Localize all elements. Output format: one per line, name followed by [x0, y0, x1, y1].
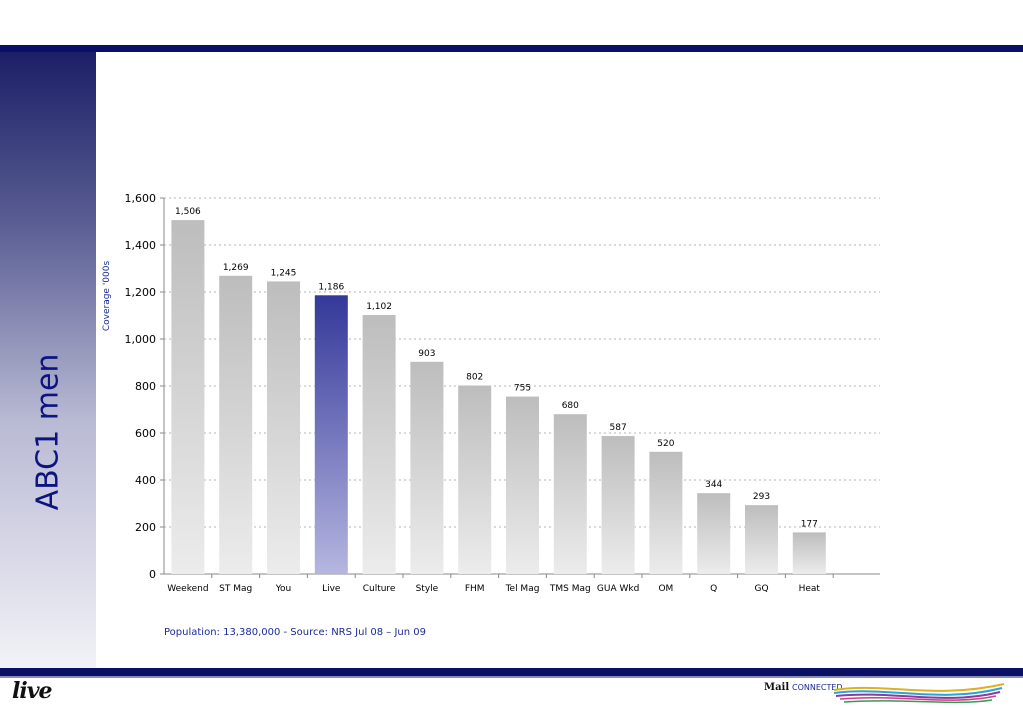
data-label: 587: [610, 423, 627, 433]
y-tick-label: 1,200: [125, 286, 157, 299]
mail-connected-logo: Mail CONNECTED: [764, 680, 1014, 706]
bar: [171, 220, 205, 574]
top-rule: [0, 45, 1023, 52]
data-label: 903: [418, 349, 435, 359]
y-tick-label: 1,000: [125, 333, 157, 346]
data-label: 680: [562, 401, 579, 411]
data-label: 1,506: [175, 207, 201, 217]
y-tick-label: 1,600: [125, 192, 157, 205]
x-tick-label: Culture: [363, 584, 396, 594]
data-label: 1,245: [271, 268, 297, 278]
bar: [410, 361, 444, 574]
x-tick-label: Style: [416, 584, 439, 594]
x-tick-label: GQ: [754, 584, 768, 594]
connected-logo-word: CONNECTED: [792, 683, 843, 692]
x-tick-label: Tel Mag: [505, 584, 540, 594]
bar: [458, 385, 492, 574]
x-tick-label: Weekend: [167, 584, 208, 594]
bar: [362, 315, 396, 574]
side-panel: ABC1 men: [0, 52, 96, 668]
x-tick-label: Live: [322, 584, 341, 594]
y-tick-label: 800: [135, 380, 156, 393]
bar: [601, 436, 635, 574]
x-tick-label: GUA Wkd: [597, 584, 639, 594]
bar: [792, 532, 826, 574]
data-label: 1,102: [366, 302, 392, 312]
footnote: Population: 13,380,000 - Source: NRS Jul…: [164, 627, 427, 638]
x-tick-label: ST Mag: [219, 584, 252, 594]
bar: [553, 414, 587, 574]
bar: [314, 295, 348, 574]
data-label: 1,269: [223, 263, 249, 273]
bar: [219, 275, 253, 574]
y-tick-label: 400: [135, 474, 156, 487]
live-logo: live: [12, 678, 52, 704]
data-label: 177: [801, 519, 818, 529]
x-tick-label: Heat: [799, 584, 821, 594]
x-tick-label: Q: [710, 584, 717, 594]
x-tick-label: TMS Mag: [549, 584, 591, 594]
bar: [697, 493, 731, 574]
data-label: 1,186: [318, 282, 344, 292]
logo-swoosh-icon: [833, 683, 1005, 704]
y-axis-label: Coverage '000s: [102, 261, 112, 332]
x-tick-label: You: [275, 584, 292, 594]
bottom-rule-thin: [0, 676, 1023, 678]
bar: [649, 451, 683, 574]
y-tick-label: 0: [149, 568, 156, 581]
bar: [267, 281, 300, 574]
bottom-rule: [0, 668, 1023, 676]
y-tick-label: 600: [135, 427, 156, 440]
bar: [745, 505, 778, 574]
data-label: 344: [705, 480, 722, 490]
bar: [506, 396, 539, 574]
mail-logo-word: Mail: [764, 682, 790, 693]
data-label: 293: [753, 492, 770, 502]
x-tick-label: OM: [658, 584, 673, 594]
data-label: 755: [514, 384, 531, 394]
y-tick-label: 1,400: [125, 239, 157, 252]
x-tick-label: FHM: [465, 584, 485, 594]
y-tick-label: 200: [135, 521, 156, 534]
data-label: 802: [466, 373, 483, 383]
data-label: 520: [657, 439, 674, 449]
